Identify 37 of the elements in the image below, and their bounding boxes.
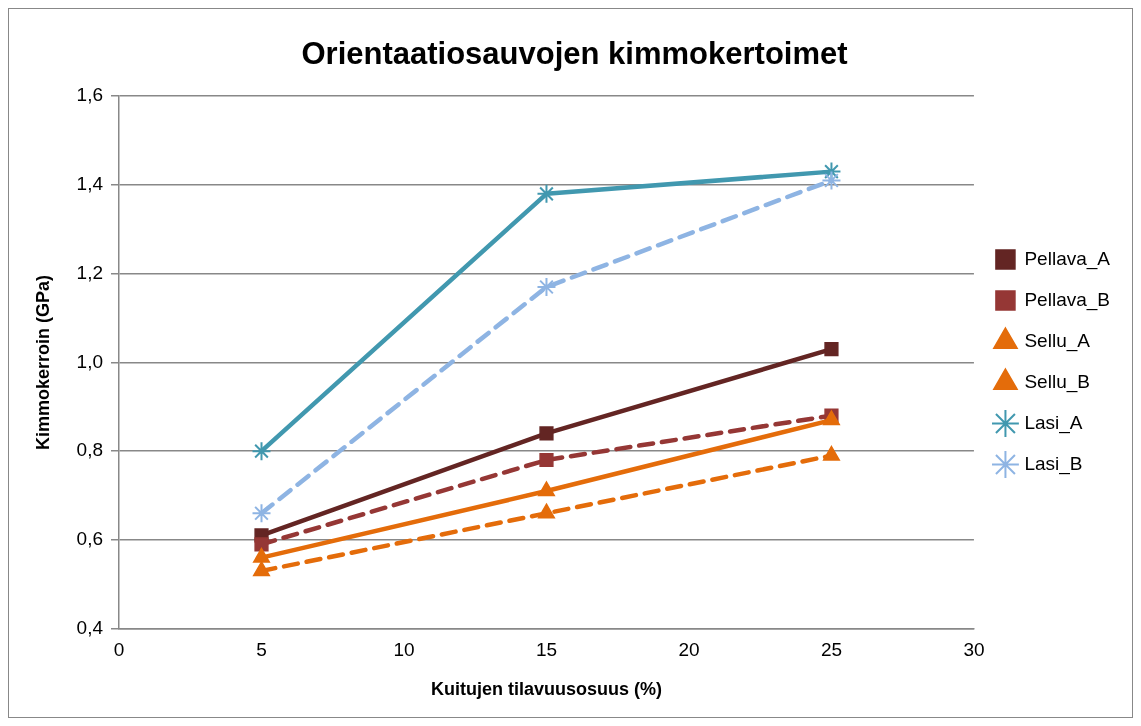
legend-label: Pellava_B [1024,288,1111,311]
point [822,445,840,461]
point [252,561,271,577]
y-tick-label: 0,6 [76,528,104,550]
point [537,481,556,497]
y-tick-label: 1,6 [76,84,104,106]
x-tick-label: 25 [820,639,843,661]
x-tick-label: 15 [535,639,558,661]
point [536,183,557,204]
y-tick-label: 1,4 [76,173,104,195]
y-tick-label: 1,0 [76,350,104,372]
chart-title: Orientaatiosauvojen kimmokertoimet [301,36,848,72]
y-tick-label: 1,2 [76,261,104,283]
y-tick-label: 0,4 [76,616,104,638]
point [824,341,839,357]
point [536,276,557,297]
x-tick-label: 5 [256,639,267,661]
point [251,441,272,462]
legend-label: Sellu_B [1024,370,1090,393]
legend-label: Lasi_B [1024,452,1083,475]
x-tick-label: 0 [113,639,125,661]
x-tick-label: 20 [678,639,700,661]
x-axis-title: Kuitujen tilavuusosuus (%) [430,679,662,700]
point [254,537,269,552]
x-tick-label: 10 [393,639,415,661]
legend-label: Pellava_A [1024,247,1111,270]
point [539,426,554,441]
legend-label: Sellu_A [1024,329,1091,352]
y-axis-title: Kimmokerroin (GPa) [32,274,53,450]
point [251,503,272,524]
x-tick-label: 30 [963,639,985,661]
legend-label: Lasi_A [1024,411,1083,434]
point [821,170,842,191]
point [537,503,556,519]
point [539,452,554,468]
point [252,547,271,563]
y-tick-label: 0,8 [76,439,104,461]
